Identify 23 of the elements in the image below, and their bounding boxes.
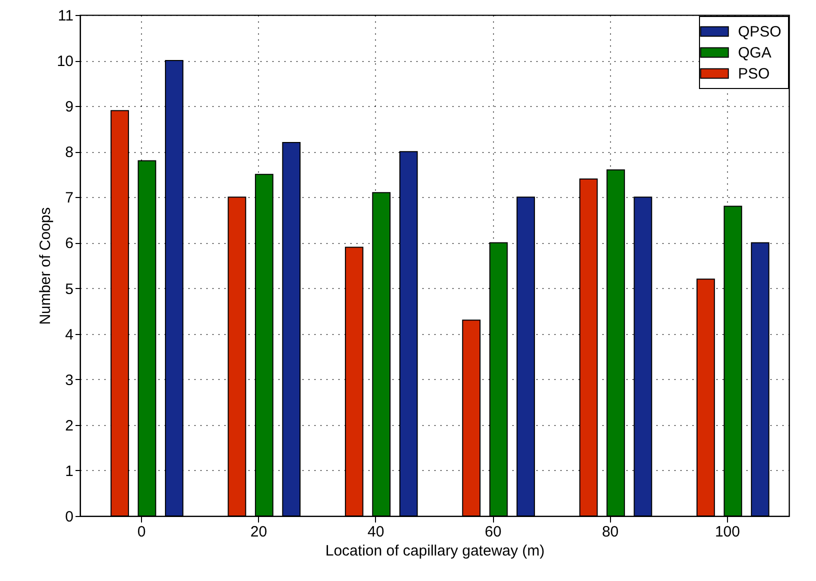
x-tick-label: 60 [484,524,502,540]
y-tick-label: 3 [65,372,74,389]
x-axis-title: Location of capillary gateway (m) [325,542,545,560]
x-tick-label: 40 [368,524,384,540]
y-tick-label: 6 [65,235,74,252]
y-tick-label: 9 [65,98,74,116]
y-axis-title: Number of Coops [36,207,54,325]
y-tick-label: 7 [65,190,74,207]
x-tick-label: 80 [602,524,619,540]
legend-label: QPSO [738,24,782,40]
y-tick-label: 8 [65,144,74,162]
y-tick-label: 10 [56,53,74,70]
y-tick-label: 2 [65,417,74,434]
y-tick-label: 0 [65,508,74,526]
y-tick-label: 11 [58,8,74,24]
legend-label: QGA [738,44,772,62]
x-tick-label: 20 [250,524,268,540]
y-tick-label: 4 [65,326,74,344]
y-tick-label: 5 [65,280,74,298]
y-tick-label: 1 [65,462,74,480]
legend-label: PSO [738,66,770,82]
x-tick-label: 100 [714,524,740,540]
x-tick-label: 0 [137,524,146,540]
